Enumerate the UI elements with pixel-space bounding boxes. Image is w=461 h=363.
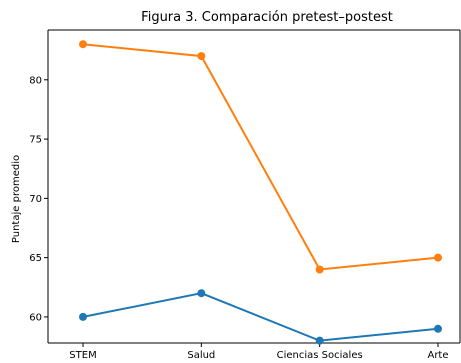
x-tick-label-3: Arte: [427, 350, 448, 361]
chart-title: Figura 3. Comparación pretest–postest: [141, 10, 393, 25]
y-tick-label-60: 60: [29, 312, 42, 323]
series-layer: [79, 40, 442, 345]
series-1-point-3: [434, 253, 442, 262]
series-0-point-0: [79, 312, 87, 321]
series-1-point-0: [79, 40, 87, 49]
y-tick-label-70: 70: [29, 194, 42, 205]
series-0-point-2: [315, 336, 324, 345]
y-tick-label-65: 65: [29, 253, 42, 264]
x-tick-label-0: STEM: [69, 350, 96, 361]
series-0-line: [82, 292, 439, 342]
y-tick-label-75: 75: [29, 135, 42, 146]
x-tick-label-1: Salud: [187, 350, 215, 361]
y-axis-label: Puntaje promedio: [11, 155, 22, 243]
x-tick-label-2: Ciencias Sociales: [277, 350, 363, 361]
series-1-point-1: [197, 52, 206, 61]
y-tick-label-80: 80: [29, 75, 42, 86]
series-1-line: [82, 43, 439, 271]
series-1-point-2: [315, 265, 324, 274]
series-0-point-1: [197, 289, 206, 298]
series-0-point-3: [434, 324, 442, 333]
plot-axes: 60 65 70 75 80 STEM Salud Ciencias Sociales Arte: [29, 29, 461, 361]
